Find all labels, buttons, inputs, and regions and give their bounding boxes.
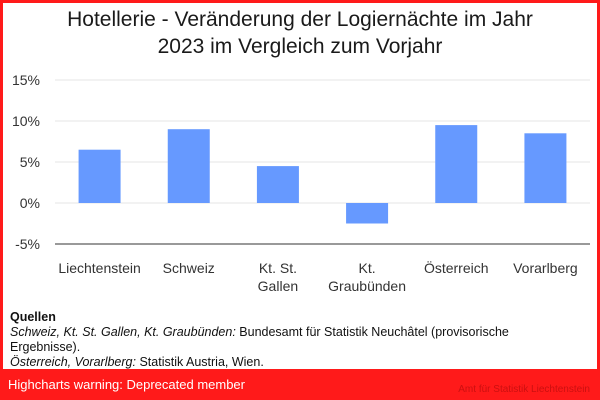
bar <box>524 133 567 203</box>
source-line-2: Österreich, Vorarlberg: Statistik Austri… <box>10 355 570 370</box>
sources-heading: Quellen <box>10 310 56 324</box>
y-tick-label: 10% <box>12 113 40 129</box>
source-line-2-label: Österreich, Vorarlberg: <box>10 355 136 369</box>
x-tick-label: Kt. St. <box>259 260 297 276</box>
source-line-1-text: Bundesamt für Statistik Neuchâtel (provi… <box>10 325 509 354</box>
y-tick-label: 15% <box>12 72 40 88</box>
warning-banner: Highcharts warning: Deprecated member <box>0 369 600 400</box>
x-tick-label: Gallen <box>258 278 298 294</box>
y-tick-label: -5% <box>15 236 40 252</box>
x-tick-label: Graubünden <box>328 278 406 294</box>
x-tick-label: Schweiz <box>163 260 215 276</box>
source-line-2-text: Statistik Austria, Wien. <box>135 355 264 369</box>
bar <box>78 149 121 203</box>
source-line-1: Schweiz, Kt. St. Gallen, Kt. Graubünden:… <box>10 325 570 355</box>
chart-title: Hotellerie - Veränderung der Logiernächt… <box>10 6 590 60</box>
x-tick-label: Liechtenstein <box>58 260 141 276</box>
x-tick-label: Österreich <box>424 259 489 276</box>
bar <box>346 203 389 224</box>
y-tick-label: 5% <box>20 154 40 170</box>
y-tick-label: 0% <box>20 195 40 211</box>
bar <box>167 129 210 203</box>
source-line-1-label: Schweiz, Kt. St. Gallen, Kt. Graubünden: <box>10 325 236 339</box>
warning-text: Highcharts warning: Deprecated member <box>8 377 245 392</box>
chart-title-line-1: Hotellerie - Veränderung der Logiernächt… <box>67 8 533 31</box>
chart-credit[interactable]: Amt für Statistik Liechtenstein <box>458 384 590 395</box>
x-tick-label: Vorarlberg <box>513 260 578 276</box>
bar <box>256 166 299 203</box>
chart-title-line-2: 2023 im Vergleich zum Vorjahr <box>157 35 443 58</box>
sources-note: Quellen Schweiz, Kt. St. Gallen, Kt. Gra… <box>10 310 570 370</box>
bar-chart: -5% 0% 5% 10% 15% Liechtenstein Schweiz Kt. St.… <box>12 72 590 294</box>
x-tick-label: Kt. <box>359 260 376 276</box>
bar <box>435 125 478 203</box>
